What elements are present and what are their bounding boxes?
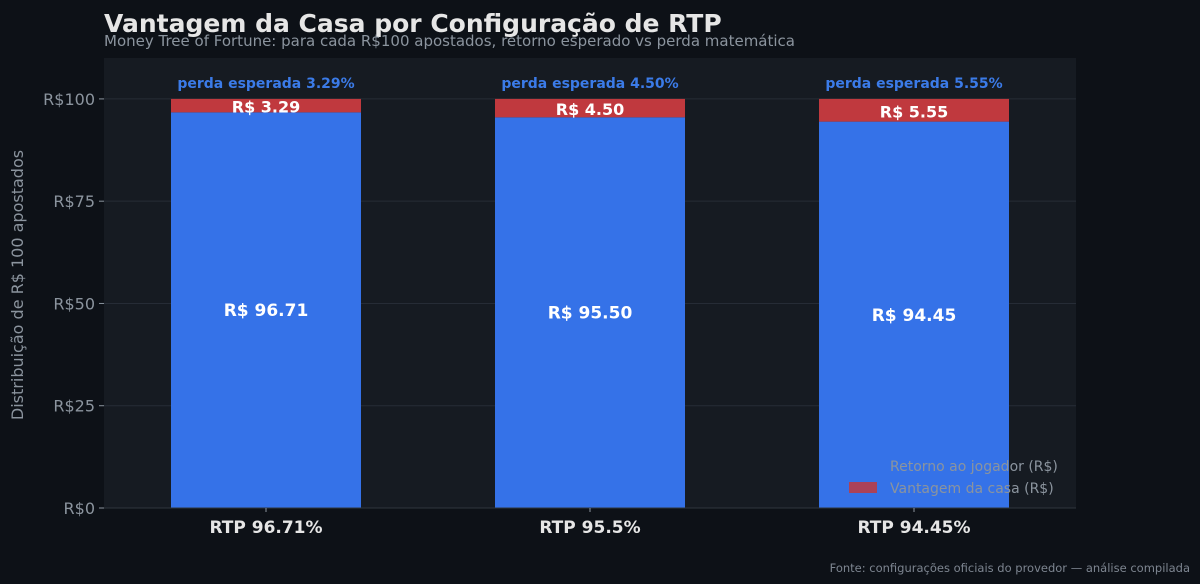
source-note: Fonte: configurações oficiais do provedo… [830, 561, 1190, 575]
bar-value-label: R$ 95.50 [548, 304, 633, 324]
x-tick-label: RTP 95.5% [539, 518, 640, 538]
legend-label: Retorno ao jogador (R$) [890, 459, 1058, 475]
legend-label: Vantagem da casa (R$) [890, 481, 1054, 497]
bar-value-label: R$ 96.71 [224, 301, 309, 321]
bar-return [495, 117, 685, 509]
bar-value-label: R$ 5.55 [880, 102, 949, 121]
bar-house-edge [171, 98, 361, 113]
bar-return [171, 112, 361, 509]
chart-title: Vantagem da Casa por Configuração de RTP [104, 9, 722, 38]
bar-value-label: R$ 4.50 [556, 100, 625, 119]
y-tick-label: R$75 [53, 192, 95, 211]
bar-return [819, 121, 1009, 508]
y-tick-label: R$0 [64, 499, 95, 518]
bar-value-label: R$ 3.29 [232, 98, 301, 117]
bar-house-edge [495, 98, 685, 118]
bar-house-edge [819, 98, 1009, 122]
y-tick-label: R$50 [53, 294, 95, 313]
loss-annotation: perda esperada 4.50% [501, 76, 678, 92]
y-tick-label: R$25 [53, 397, 95, 416]
y-axis-label: Distribuição de R$ 100 apostados [8, 150, 27, 420]
legend-swatch [849, 460, 877, 471]
y-tick-label: R$100 [43, 90, 95, 109]
legend: Retorno ao jogador (R$) Vantagem da casa … [849, 459, 1058, 497]
legend-swatch [849, 482, 877, 493]
loss-annotation: perda esperada 3.29% [177, 76, 354, 92]
x-tick-label: RTP 94.45% [857, 518, 970, 538]
loss-annotation: perda esperada 5.55% [825, 76, 1002, 92]
bar-value-label: R$ 94.45 [872, 306, 957, 326]
chart-subtitle: Money Tree of Fortune: para cada R$100 a… [104, 32, 795, 50]
x-tick-label: RTP 96.71% [209, 518, 322, 538]
